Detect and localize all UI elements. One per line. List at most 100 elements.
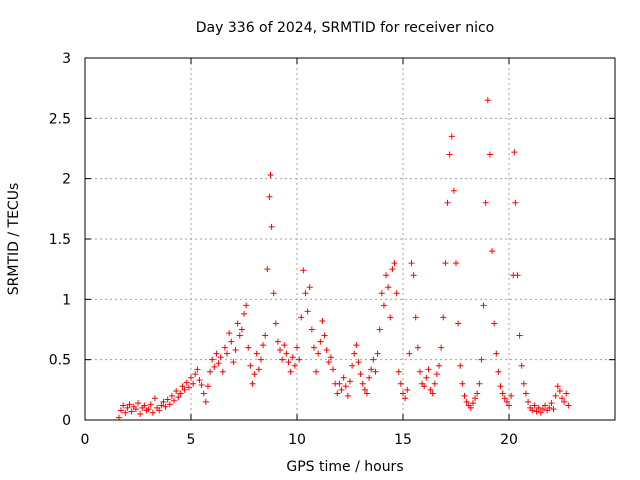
data-point — [245, 344, 252, 351]
data-point — [378, 290, 385, 297]
data-point — [516, 332, 523, 339]
data-point — [302, 290, 309, 297]
data-point — [506, 402, 512, 409]
x-axis-label: GPS time / hours — [286, 459, 403, 475]
data-point — [459, 380, 466, 387]
data-point — [277, 347, 284, 354]
data-point — [236, 332, 243, 339]
data-point — [525, 398, 532, 405]
data-point — [151, 395, 158, 402]
data-point — [412, 314, 419, 321]
x-tick-label: 15 — [394, 432, 412, 448]
data-point — [175, 394, 182, 401]
data-point — [455, 320, 462, 327]
data-point — [149, 409, 156, 416]
data-point — [368, 366, 375, 373]
x-tick-label: 0 — [81, 432, 90, 448]
data-point — [274, 338, 281, 345]
data-point — [196, 377, 203, 384]
y-tick-label: 3 — [62, 51, 71, 67]
data-point — [251, 371, 258, 378]
data-point — [389, 266, 396, 273]
data-point — [387, 314, 394, 321]
data-point — [361, 386, 368, 393]
data-point — [168, 392, 175, 399]
data-point — [179, 383, 186, 390]
data-point — [270, 290, 277, 297]
data-point — [188, 374, 194, 381]
data-point — [499, 390, 506, 397]
data-point — [185, 384, 192, 391]
data-point — [219, 368, 226, 375]
data-point — [372, 368, 379, 375]
data-point — [291, 362, 298, 369]
data-point — [559, 395, 565, 402]
data-point — [484, 97, 491, 104]
data-point — [404, 386, 411, 393]
data-point — [135, 400, 141, 407]
data-point — [397, 380, 404, 387]
data-point — [402, 395, 409, 402]
chart-title: Day 336 of 2024, SRMTID for receiver nic… — [196, 20, 494, 36]
data-point — [132, 406, 139, 413]
data-point — [414, 344, 421, 351]
data-point — [427, 386, 434, 393]
data-point — [190, 380, 197, 387]
y-tick-label: 2.5 — [49, 111, 71, 127]
data-point — [118, 407, 125, 414]
data-point — [347, 378, 353, 385]
data-point — [472, 395, 479, 402]
data-point — [467, 404, 474, 411]
data-point — [255, 366, 262, 373]
data-point — [334, 390, 341, 397]
data-point — [183, 379, 190, 386]
data-point — [124, 404, 131, 411]
data-point — [546, 404, 553, 411]
data-point — [300, 267, 307, 274]
data-point — [257, 356, 264, 363]
data-point — [243, 302, 250, 309]
data-point — [476, 380, 483, 387]
data-point — [410, 272, 417, 279]
data-point — [448, 133, 455, 140]
data-point — [238, 326, 245, 333]
data-point — [315, 350, 322, 357]
y-tick-label: 0.5 — [49, 353, 71, 369]
data-point — [226, 330, 233, 337]
data-point — [501, 395, 508, 402]
data-point — [393, 290, 400, 297]
data-point — [221, 344, 228, 351]
data-point — [217, 354, 224, 361]
data-point — [272, 320, 279, 327]
data-point — [395, 368, 402, 375]
data-point — [550, 406, 557, 413]
data-point — [164, 396, 171, 403]
data-point — [253, 350, 260, 357]
data-point — [166, 401, 173, 408]
data-point — [202, 398, 209, 405]
data-points — [115, 97, 572, 421]
data-point — [285, 359, 292, 366]
data-point — [366, 374, 373, 381]
data-point — [535, 404, 542, 411]
data-point — [158, 402, 165, 409]
data-point — [478, 356, 485, 363]
data-point — [531, 402, 538, 409]
data-point — [408, 260, 415, 267]
y-tick-label: 2 — [62, 172, 71, 188]
data-point — [537, 409, 544, 416]
data-point — [249, 380, 256, 387]
data-point — [469, 400, 476, 407]
data-point — [313, 368, 320, 375]
data-point — [294, 344, 300, 351]
data-point — [232, 347, 239, 354]
data-point — [433, 371, 440, 378]
data-point — [230, 359, 237, 366]
data-point — [264, 266, 271, 273]
data-point — [357, 371, 364, 378]
data-point — [489, 248, 496, 255]
data-point — [429, 390, 436, 397]
data-point — [440, 314, 447, 321]
data-point — [391, 260, 398, 267]
data-point — [503, 398, 510, 405]
